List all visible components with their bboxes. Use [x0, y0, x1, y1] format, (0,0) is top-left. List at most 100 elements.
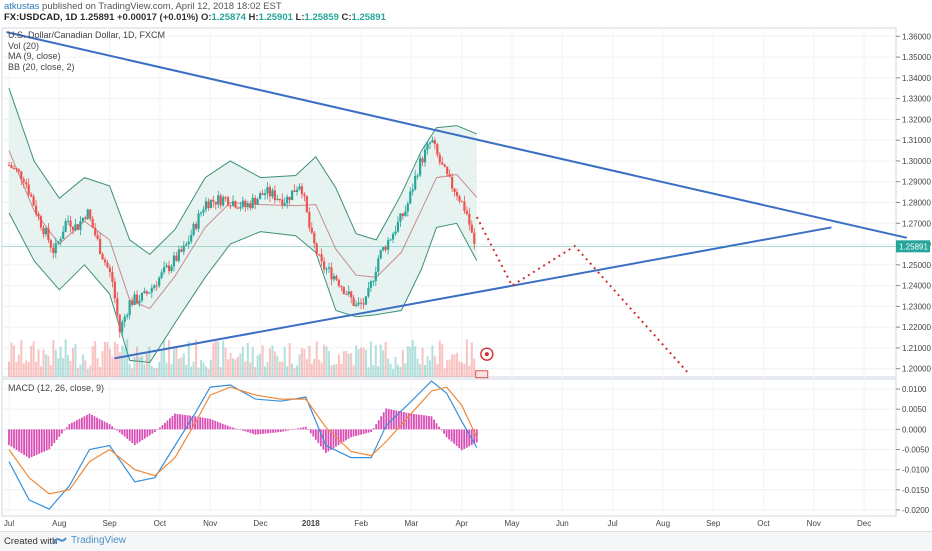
candle-body	[12, 167, 16, 169]
low-label: L:	[295, 12, 305, 23]
candle-body	[209, 199, 212, 209]
macd-histogram-bar	[405, 412, 408, 430]
candle-body	[20, 171, 23, 180]
candle-body	[116, 298, 119, 315]
macd-histogram-bar	[262, 429, 264, 434]
candle-body	[335, 276, 338, 280]
author-link[interactable]: atkustas	[4, 1, 40, 12]
candle-body	[69, 220, 72, 227]
legend-macd[interactable]: MACD (12, 26, close, 9)	[8, 383, 105, 393]
macd-histogram-bar	[392, 409, 395, 430]
legend-vol[interactable]: Vol (20)	[8, 40, 40, 51]
candle-body	[313, 232, 316, 244]
publish-info: atkustas published on TradingView.com, A…	[4, 1, 282, 12]
volume-bar	[40, 366, 43, 377]
volume-bar	[69, 361, 72, 377]
volume-bar	[25, 360, 28, 377]
macd-histogram-bar	[76, 420, 78, 430]
macd-histogram-bar	[20, 429, 23, 454]
macd-histogram-bar	[309, 429, 312, 434]
time-tick-label: May	[504, 519, 519, 528]
candle-body	[347, 291, 350, 295]
volume-bar	[468, 365, 471, 377]
volume-bar	[384, 341, 387, 377]
candle-body	[162, 267, 166, 273]
legend-bb[interactable]: BB (20, close, 2)	[8, 61, 75, 72]
candle-body	[394, 231, 397, 234]
volume-bar	[241, 346, 244, 377]
candle-body	[453, 188, 456, 192]
macd-histogram-bar	[468, 429, 471, 447]
volume-bar	[44, 354, 47, 377]
candle-body	[401, 213, 404, 216]
chart-area[interactable]: 1.36000 1.35000 1.34000 1.33000 1.32000 1.310…	[0, 0, 932, 532]
volume-bar	[296, 365, 299, 377]
legend-title[interactable]: U.S. Dollar/Canadian Dollar, 1D, FXCM	[8, 30, 166, 40]
volume-bar	[47, 355, 50, 377]
time-tick-label: 2018	[302, 519, 320, 528]
candle-body	[145, 291, 148, 294]
candle-body	[379, 250, 382, 259]
candle-body	[438, 154, 441, 163]
volume-bar	[177, 358, 180, 377]
price-tick-label: 1.20000	[902, 365, 931, 374]
macd-histogram-bar	[23, 429, 25, 455]
price-tick-label: 1.29000	[902, 178, 931, 187]
volume-bar	[268, 348, 271, 377]
candle-body	[414, 175, 417, 190]
volume-bar	[182, 353, 185, 377]
candle-body	[320, 254, 323, 262]
volume-bar	[35, 361, 38, 377]
macd-histogram-bar	[282, 429, 285, 432]
macd-histogram-bar	[33, 429, 36, 456]
macd-histogram-bar	[231, 427, 234, 430]
volume-bar	[315, 341, 318, 377]
time-tick-label: Aug	[52, 519, 66, 528]
volume-bar	[470, 342, 473, 377]
price-tick-label: 1.27000	[902, 219, 931, 228]
macd-histogram-bar	[473, 429, 476, 444]
macd-histogram-bar	[269, 429, 272, 434]
volume-bar	[394, 356, 397, 377]
candle-body	[47, 228, 50, 241]
candle-body	[22, 179, 25, 183]
legend-ma[interactable]: MA (9, close)	[8, 51, 61, 61]
macd-tick-label: 0.0100	[902, 385, 927, 394]
volume-bar	[175, 347, 178, 377]
volume-bar	[419, 364, 422, 377]
tradingview-brand[interactable]: TradingView	[52, 535, 126, 546]
candle-body	[266, 187, 269, 194]
macd-histogram-bar	[113, 428, 116, 430]
volume-bar	[298, 354, 301, 377]
macd-histogram-bar	[397, 411, 400, 430]
macd-histogram-bar	[176, 413, 179, 430]
macd-histogram-bar	[70, 422, 73, 430]
candle-body	[212, 199, 215, 202]
macd-histogram-bar	[38, 429, 41, 454]
candle-body	[443, 164, 446, 167]
volume-bar	[94, 341, 97, 377]
price-tick-label: 1.25000	[902, 261, 931, 270]
macd-histogram-bar	[161, 425, 164, 430]
candle-body	[239, 206, 242, 209]
macd-histogram-bar	[362, 429, 365, 434]
candle-body	[185, 244, 188, 246]
candle-body	[249, 203, 252, 209]
macd-pane-frame	[1, 378, 897, 517]
volume-bar	[256, 355, 259, 377]
macd-histogram-bar	[347, 429, 350, 439]
candle-body	[369, 281, 372, 288]
candle-body	[268, 187, 272, 197]
bollinger-upper-line	[8, 88, 477, 256]
volume-bar	[310, 363, 313, 377]
volume-bar	[271, 345, 274, 377]
macd-histogram-bar	[25, 429, 28, 457]
candle-body	[111, 271, 114, 282]
macd-histogram-bar	[53, 429, 56, 443]
macd-histogram-bar	[385, 408, 388, 430]
candle-body	[372, 281, 375, 283]
candle-body	[460, 201, 464, 203]
macd-tick-label: 0.0050	[902, 405, 927, 414]
macd-histogram-bar	[65, 427, 68, 430]
macd-histogram-bar	[81, 417, 83, 430]
